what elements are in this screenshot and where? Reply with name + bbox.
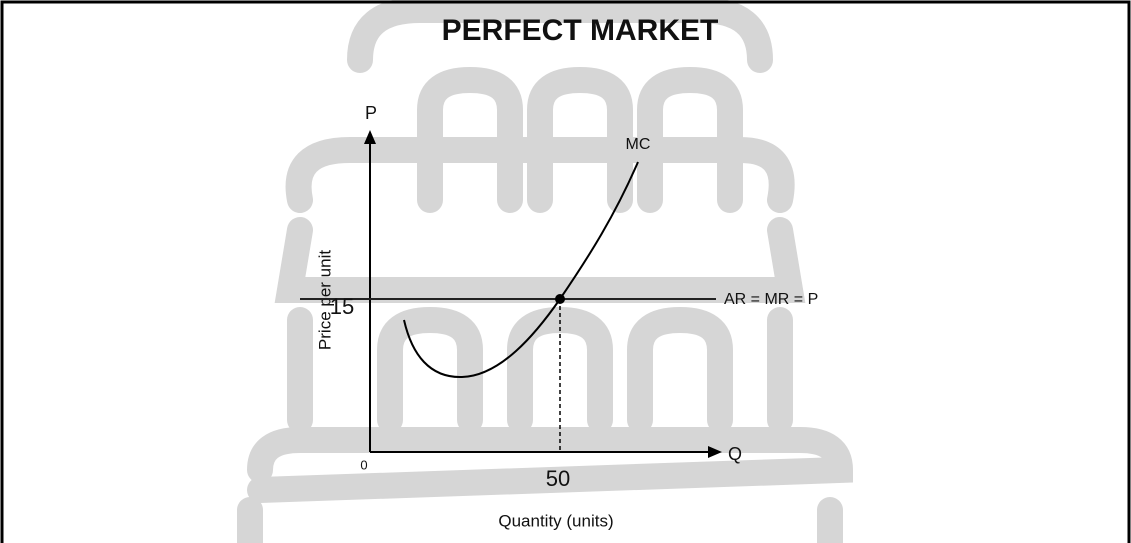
y-axis-letter: P: [365, 103, 377, 123]
mc-label: MC: [626, 136, 651, 153]
demand-label: AR = MR = P: [724, 291, 818, 308]
equilibrium-point: [555, 294, 565, 304]
watermark: [237, 0, 854, 543]
origin-label: 0: [360, 457, 367, 472]
x-arrow: [708, 446, 722, 458]
x-axis-label: Quantity (units): [498, 511, 613, 530]
quantity-label: 50: [546, 466, 570, 491]
x-axis-letter: Q: [728, 444, 742, 464]
mc-curve: [403, 161, 639, 379]
price-label: 15: [330, 294, 354, 319]
title: PERFECT MARKET: [442, 14, 719, 47]
y-arrow: [364, 130, 376, 144]
